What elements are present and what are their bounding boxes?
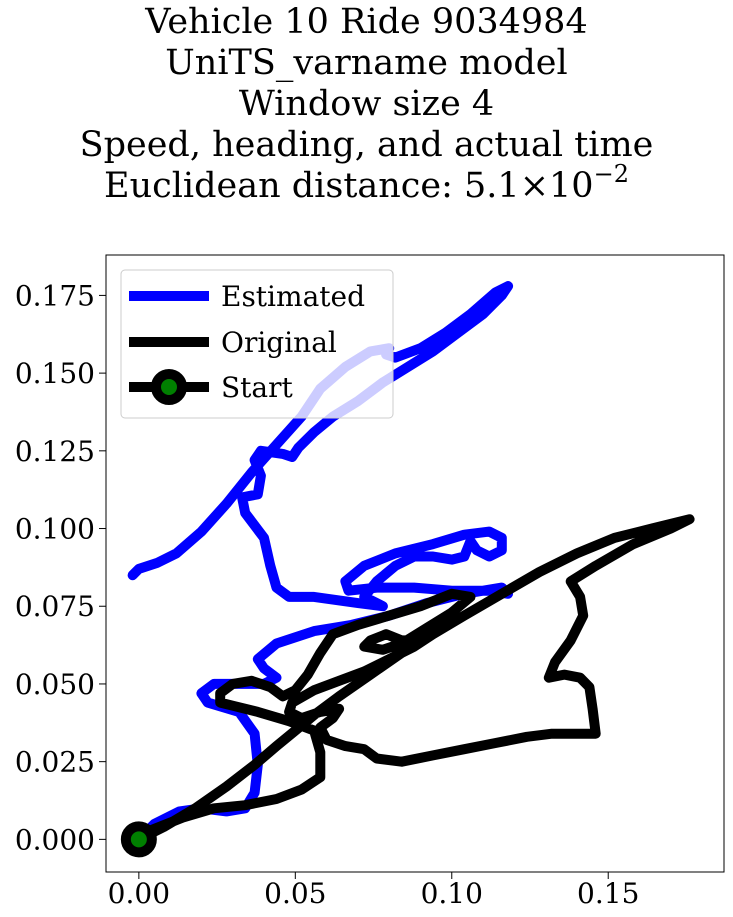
y-tick-label: 0.075 — [15, 590, 95, 623]
series-layer — [120, 281, 695, 858]
legend-label-original: Original — [221, 326, 337, 359]
title-line-2: UniTS_varname model — [165, 43, 568, 83]
distance-exponent: −2 — [593, 160, 629, 188]
y-tick-label: 0.150 — [15, 357, 95, 390]
title-line-4: Speed, heading, and actual time — [79, 125, 654, 165]
distance-prefix: Euclidean distance: — [104, 166, 465, 206]
legend-label-estimated: Estimated — [221, 280, 365, 313]
start-marker — [120, 821, 157, 858]
x-tick-label: 0.15 — [577, 877, 639, 910]
x-axis: 0.00 0.05 0.10 0.15 — [108, 872, 639, 910]
title-line-3: Window size 4 — [238, 84, 495, 124]
y-tick-label: 0.125 — [15, 435, 95, 468]
title-line-1: Vehicle 10 Ride 9034984 — [145, 2, 588, 42]
y-tick-label: 0.025 — [15, 746, 95, 779]
y-tick-label: 0.100 — [15, 513, 95, 546]
legend: Estimated Original Start — [120, 269, 394, 419]
x-tick-label: 0.00 — [108, 877, 170, 910]
series-line-estimated — [127, 281, 514, 845]
legend-box — [120, 269, 394, 419]
y-axis: 0.000 0.025 0.050 0.075 0.100 0.125 0.150 0.175 — [15, 279, 106, 856]
x-tick-label: 0.10 — [421, 877, 483, 910]
title-line-5: Euclidean distance: 5.1×10−2 — [0, 162, 733, 207]
y-tick-label: 0.050 — [15, 668, 95, 701]
legend-label-start: Start — [221, 371, 294, 404]
distance-mantissa: 5.1 — [464, 166, 520, 206]
plot-frame — [105, 254, 725, 873]
legend-marker-start — [151, 369, 187, 405]
x-tick-label: 0.05 — [264, 877, 326, 910]
y-tick-label: 0.000 — [15, 823, 95, 856]
series-line-original — [133, 514, 695, 845]
chart-title: Vehicle 10 Ride 9034984 UniTS_varname mo… — [0, 2, 733, 207]
y-tick-label: 0.175 — [15, 279, 95, 312]
distance-base: 10 — [549, 166, 594, 206]
distance-times: × — [519, 166, 550, 206]
